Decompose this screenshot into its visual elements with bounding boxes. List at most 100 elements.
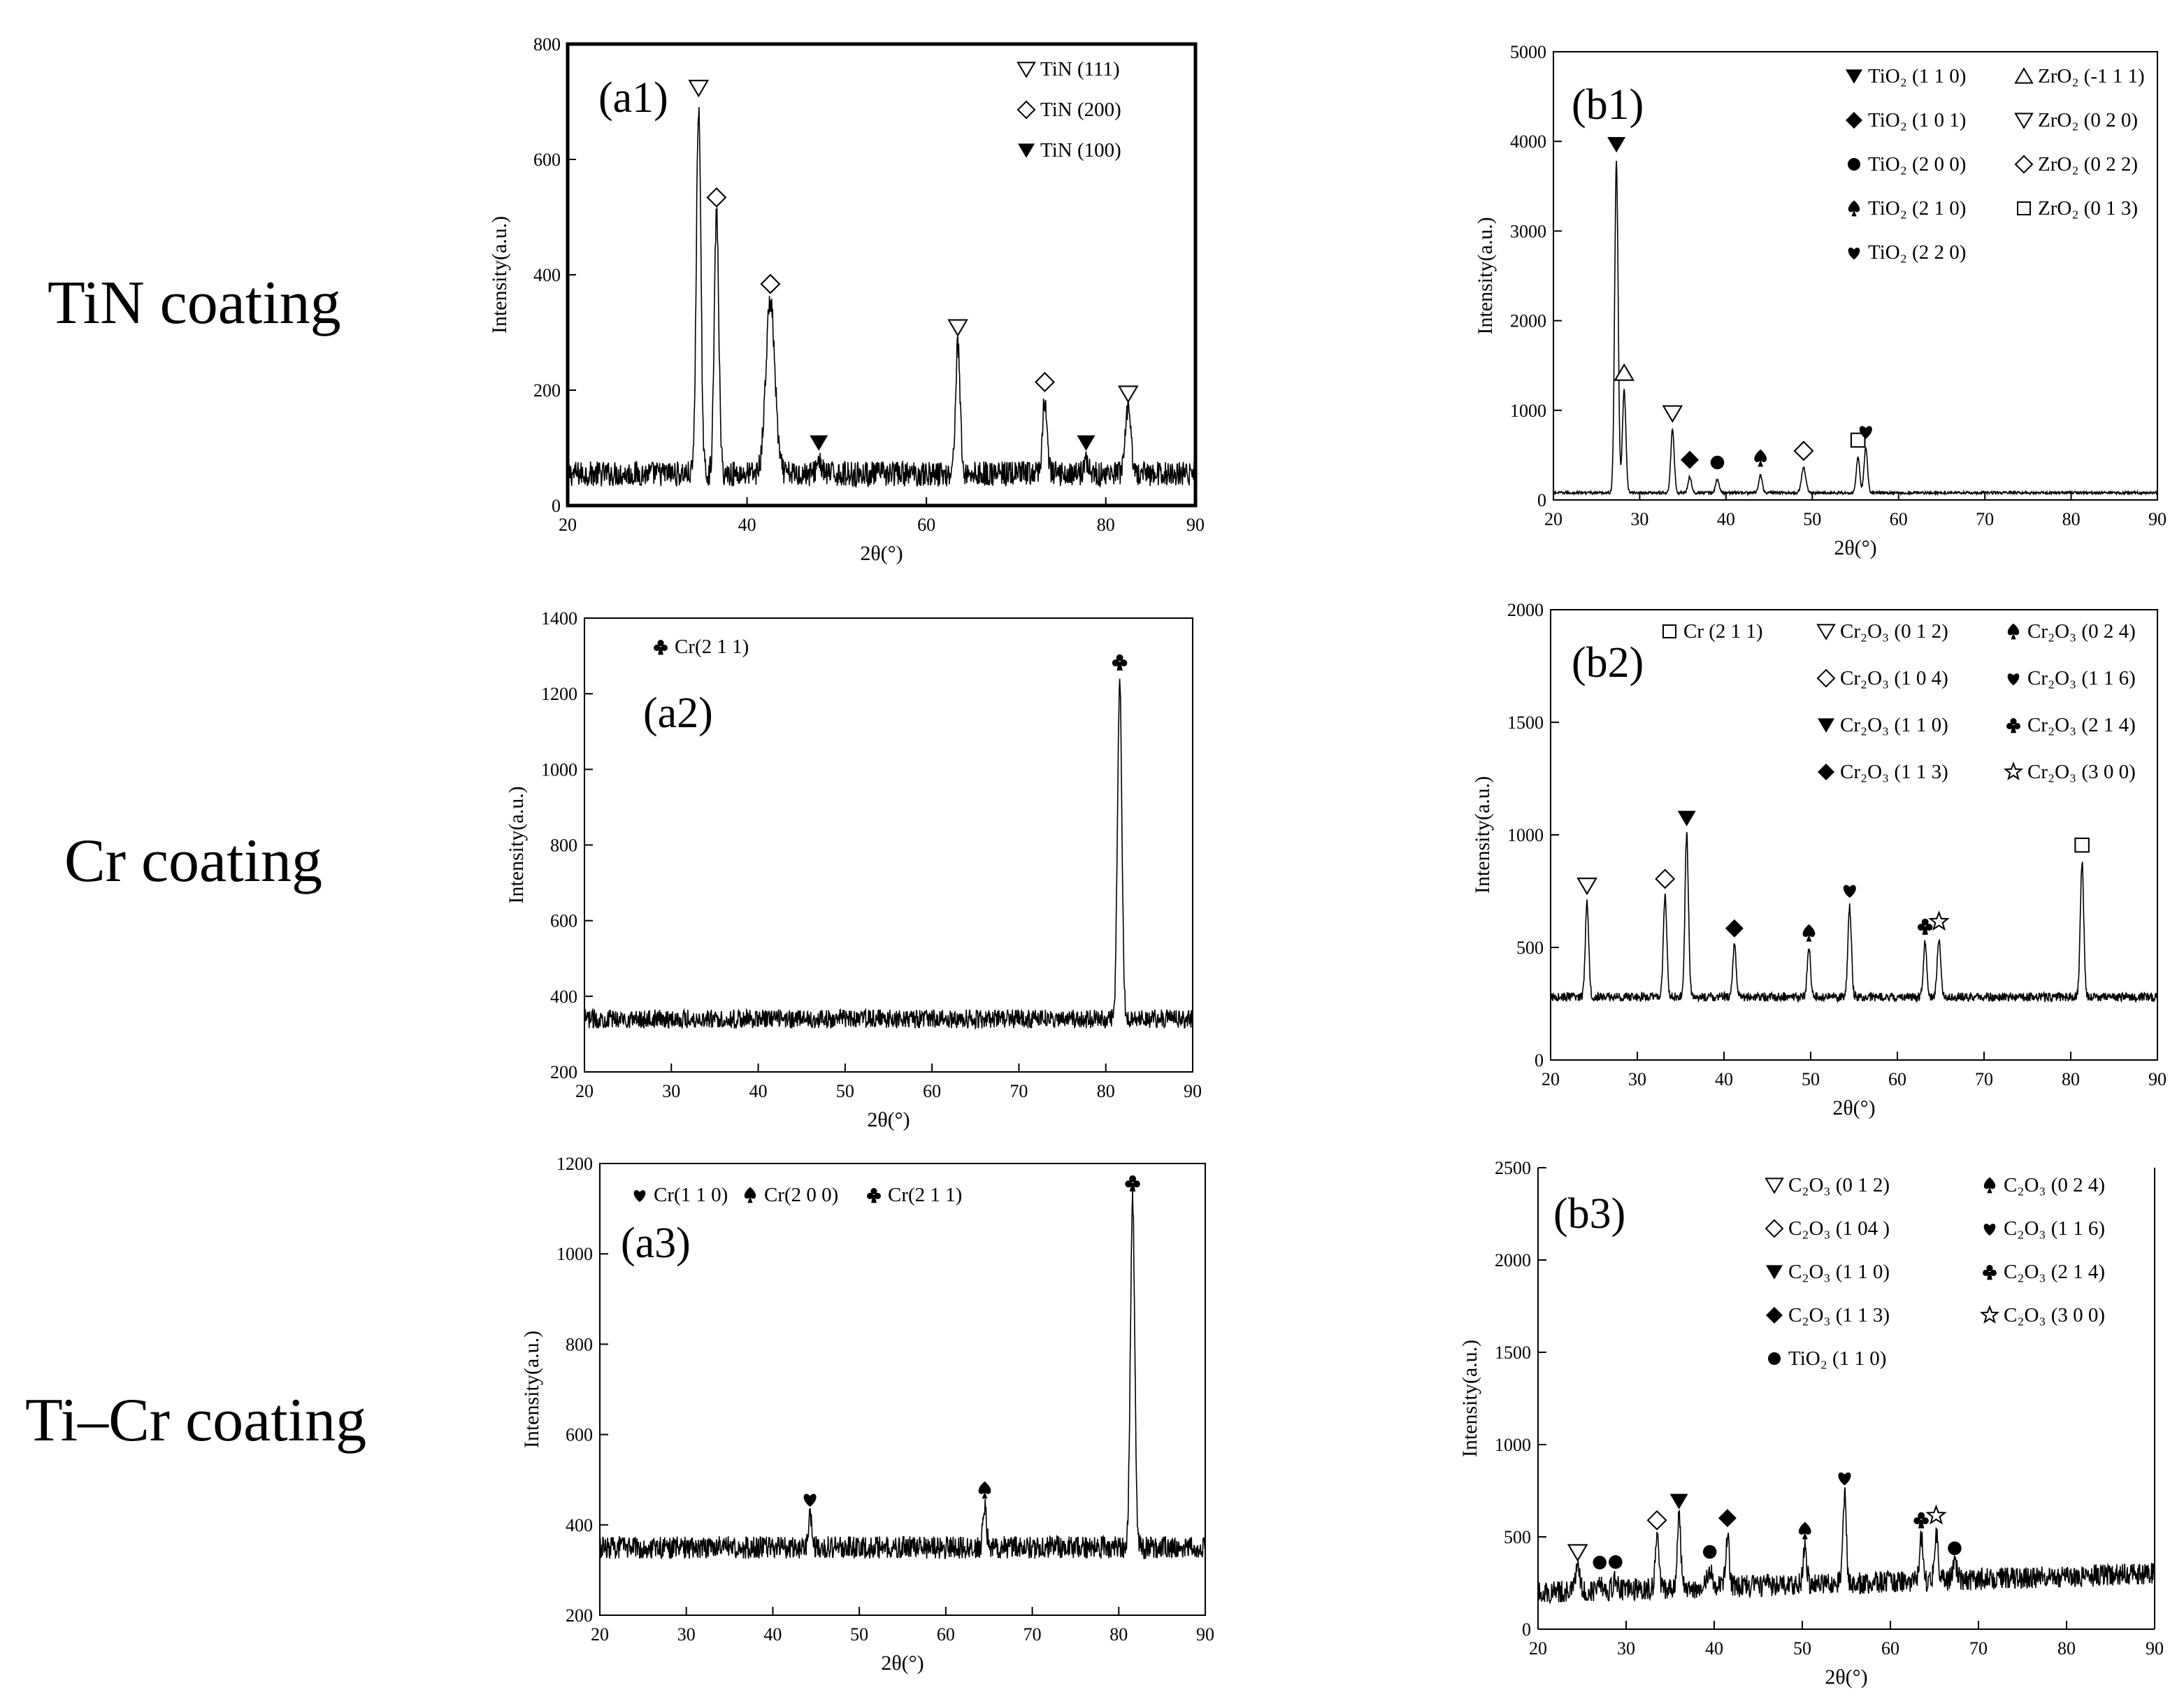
peak-marker [1646, 1510, 1667, 1531]
x-tick-label: 50 [836, 1081, 854, 1101]
peak-marker [1925, 1504, 1947, 1525]
x-tick-label: 50 [850, 1624, 868, 1645]
legend-label: TiO₂ (2 0 0) [1868, 153, 1966, 176]
xrd-pattern [1550, 831, 2158, 1004]
peak-marker [2074, 837, 2090, 853]
peak-marker [1838, 1472, 1851, 1486]
x-tick-label: 50 [1803, 509, 1821, 529]
peak-marker [1681, 450, 1700, 469]
peak-marker [1655, 868, 1676, 889]
legend-marker [1765, 1177, 1784, 1194]
y-axis-label: Intensity(a.u.) [505, 786, 528, 903]
x-tick-label: 30 [677, 1624, 696, 1645]
x-tick-label: 20 [1544, 509, 1562, 529]
legend-label: ZrO₂ (0 1 3) [2038, 197, 2138, 220]
legend-marker [744, 1187, 756, 1203]
peak-marker [1948, 1541, 1962, 1555]
legend-marker [1848, 158, 1860, 171]
legend-label: Cr₂O₃ (1 1 3) [1840, 761, 1948, 783]
legend-label: C₂O₃ (1 04 ) [1788, 1217, 1890, 1240]
legend-marker [2006, 718, 2020, 733]
x-tick-label: 60 [1881, 1638, 1899, 1659]
row-label-tin: TiN coating [48, 269, 341, 337]
peak-marker [1609, 1555, 1623, 1569]
peak-marker [803, 1494, 817, 1507]
x-tick-label: 40 [1705, 1638, 1723, 1659]
legend-marker [1016, 100, 1036, 120]
legend-label: Cr₂O₃ (1 1 0) [1840, 714, 1948, 736]
y-tick-label: 500 [1516, 938, 1544, 958]
peak-marker [1593, 1555, 1607, 1570]
x-tick-label: 80 [1109, 1624, 1128, 1645]
legend-label: ZrO₂ (-1 1 1) [2038, 65, 2145, 87]
plot-frame [599, 1163, 1206, 1616]
y-tick-label: 400 [533, 265, 561, 285]
y-tick-label: 400 [566, 1515, 593, 1535]
peak-marker [1677, 810, 1696, 826]
legend-marker [2014, 67, 2034, 84]
peak-marker [1662, 405, 1683, 423]
y-tick-label: 4000 [1510, 131, 1546, 152]
x-tick-label: 40 [763, 1624, 782, 1645]
xrd-pattern [1553, 160, 2158, 496]
legend-marker [1766, 1307, 1783, 1324]
x-tick-label: 90 [1184, 1081, 1202, 1101]
y-tick-label: 1200 [541, 684, 577, 704]
legend-marker [654, 640, 668, 655]
legend-marker [1018, 143, 1035, 158]
x-tick-label: 60 [1888, 1069, 1906, 1089]
x-tick-label: 70 [1975, 1069, 1993, 1089]
peak-marker [1793, 441, 1814, 461]
legend-label: TiN (111) [1040, 58, 1120, 80]
legend-marker [2014, 155, 2034, 174]
legend-label: Cr(2 1 1) [888, 1184, 962, 1206]
legend-label: Cr(2 1 1) [675, 636, 749, 658]
legend-label: Cr(2 0 0) [764, 1184, 838, 1206]
legend: TiO₂ (1 1 0) TiO₂ (1 0 1) TiO₂ (2 0 0) TiO₂… [1846, 65, 2145, 264]
legend-label: Cr(1 1 0) [654, 1184, 728, 1206]
chart-a2: 20 30 40 50 60 70 80 90 200 400 600 800 1000 1200 1400… [505, 608, 1202, 1131]
x-tick-label: 70 [1969, 1638, 1988, 1659]
x-tick-label: 90 [1186, 515, 1205, 535]
panel-label: (a3) [621, 1219, 691, 1267]
panel-label: (a1) [598, 74, 668, 122]
peak-marker [1035, 371, 1055, 392]
x-tick-label: 90 [1196, 1624, 1214, 1645]
legend-marker [1818, 718, 1834, 733]
y-tick-label: 0 [1537, 490, 1546, 510]
x-axis-label: 2θ(°) [1832, 1096, 1875, 1119]
xrd-pattern [599, 1189, 1206, 1560]
legend: Cr(1 1 0) Cr(2 0 0) Cr(2 1 1) [633, 1184, 962, 1206]
legend-label: TiN (200) [1040, 99, 1121, 121]
y-tick-label: 200 [550, 1062, 577, 1082]
x-tick-label: 40 [738, 515, 756, 535]
x-tick-label: 40 [749, 1081, 768, 1101]
y-axis-label: Intensity(a.u.) [520, 1331, 543, 1448]
x-tick-label: 60 [937, 1624, 955, 1645]
legend-marker [2007, 673, 2020, 686]
peak-marker [1913, 1512, 1929, 1528]
row-label-cr: Cr coating [64, 827, 323, 895]
x-axis-label: 2θ(°) [881, 1652, 924, 1675]
x-tick-label: 20 [1542, 1069, 1560, 1089]
legend-marker [1765, 1219, 1784, 1238]
y-tick-label: 0 [1535, 1050, 1544, 1071]
x-tick-label: 70 [1976, 509, 1994, 529]
y-tick-label: 1500 [1495, 1343, 1531, 1363]
plot-frame [584, 617, 1193, 1073]
legend-marker [1983, 1224, 1996, 1236]
legend-marker [867, 1188, 881, 1203]
x-axis-label: 2θ(°) [867, 1108, 910, 1131]
peak-marker [1859, 426, 1872, 439]
xrd-pattern [1537, 1487, 2155, 1605]
legend-marker [1766, 1265, 1783, 1280]
plot-frame [1553, 51, 2158, 501]
x-tick-label: 70 [1023, 1624, 1042, 1645]
y-tick-label: 1500 [1507, 713, 1544, 733]
x-tick-label: 90 [2148, 1069, 2167, 1089]
y-tick-label: 400 [550, 987, 577, 1007]
x-tick-label: 40 [1717, 509, 1735, 529]
y-tick-label: 800 [533, 34, 561, 55]
legend-marker [1983, 1177, 1996, 1194]
